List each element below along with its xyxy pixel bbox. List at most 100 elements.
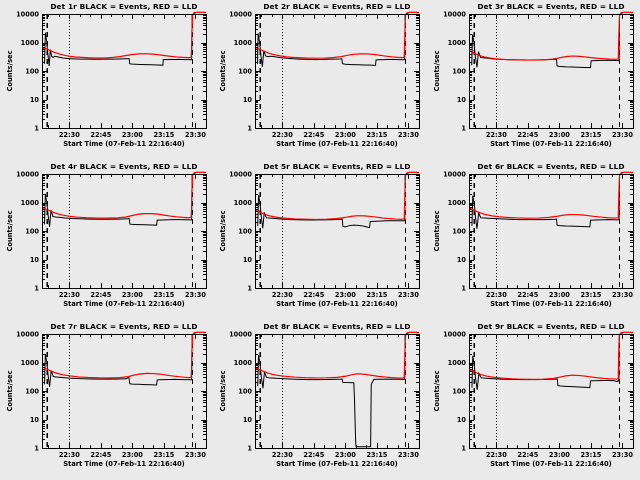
x-tick-label: 22:30 [59, 451, 80, 459]
series-events [471, 333, 623, 390]
panel-plot-area: Det 9r BLACK = Events, RED = LLD 1 10 100 10… [433, 322, 634, 468]
plot-frame [41, 334, 207, 449]
x-tick-label: 23:00 [335, 451, 356, 459]
x-tick-label: 23:00 [122, 451, 143, 459]
plot-frame [255, 174, 421, 289]
detector-panel: Det 7r BLACK = Events, RED = LLD 1 10 100 10… [0, 320, 213, 480]
panel-title: Det 1r BLACK = Events, RED = LLD [50, 2, 197, 11]
x-tick-label: 23:30 [398, 291, 419, 299]
x-tick-label: 22:30 [486, 131, 507, 139]
series-lld [469, 331, 633, 380]
x-axis-ticks [474, 174, 634, 288]
detector-panel: Det 9r BLACK = Events, RED = LLD 1 10 100 10… [427, 320, 640, 480]
panel-plot-area: Det 1r BLACK = Events, RED = LLD 1 10 100 10… [6, 2, 207, 148]
x-axis-ticks [261, 334, 421, 448]
y-tick-label: 10 [30, 256, 40, 264]
y-axis-ticks [468, 334, 633, 449]
x-axis-ticks [474, 14, 634, 128]
y-tick-label: 10000 [229, 330, 252, 338]
plot-frame [468, 14, 634, 129]
x-tick-label: 23:30 [612, 131, 633, 139]
y-tick-label: 100 [239, 227, 253, 235]
plot-frame [41, 14, 207, 129]
y-tick-label: 10000 [229, 170, 252, 178]
x-tick-label: 22:30 [486, 451, 507, 459]
x-axis-label: Start Time (07-Feb-11 22:16:40) [63, 460, 185, 468]
y-tick-label: 100 [452, 227, 466, 235]
x-tick-label: 22:45 [304, 131, 325, 139]
detector-panel: Det 3r BLACK = Events, RED = LLD 1 10 100 10… [427, 0, 640, 160]
y-tick-label: 100 [452, 387, 466, 395]
panel-plot-area: Det 5r BLACK = Events, RED = LLD 1 10 100 10… [219, 162, 421, 308]
x-tick-label: 22:45 [517, 451, 538, 459]
y-tick-label: 1 [461, 284, 466, 292]
y-tick-label: 1000 [447, 359, 466, 367]
y-tick-label: 10 [456, 256, 466, 264]
panel-plot-area: Det 8r BLACK = Events, RED = LLD 1 10 100 10… [219, 322, 421, 468]
y-tick-label: 10000 [443, 170, 466, 178]
panel-title: Det 5r BLACK = Events, RED = LLD [264, 162, 411, 171]
y-axis-label: Counts/sec [6, 50, 14, 91]
y-tick-label: 10000 [443, 10, 466, 18]
x-tick-label: 23:30 [185, 291, 206, 299]
y-axis-ticks [255, 334, 420, 449]
x-tick-label: 23:30 [612, 451, 633, 459]
x-tick-label: 22:30 [59, 131, 80, 139]
y-axis-ticks [468, 14, 633, 129]
x-axis-label: Start Time (07-Feb-11 22:16:40) [490, 460, 612, 468]
panel-plot-area: Det 4r BLACK = Events, RED = LLD 1 10 100 10… [6, 162, 207, 308]
x-tick-label: 23:30 [398, 451, 419, 459]
x-tick-label: 23:15 [580, 131, 601, 139]
y-tick-label: 10000 [16, 330, 39, 338]
x-axis-label: Start Time (07-Feb-11 22:16:40) [277, 140, 399, 148]
y-tick-label: 10 [243, 256, 253, 264]
panel-title: Det 8r BLACK = Events, RED = LLD [264, 322, 411, 331]
detector-panel: Det 5r BLACK = Events, RED = LLD 1 10 100 10… [213, 160, 426, 320]
y-tick-label: 100 [25, 67, 39, 75]
y-tick-label: 1 [34, 124, 39, 132]
y-axis-label: Counts/sec [6, 370, 14, 411]
x-tick-label: 23:00 [549, 291, 570, 299]
x-tick-label: 22:30 [272, 451, 293, 459]
y-tick-label: 10 [456, 96, 466, 104]
plot-frame [255, 14, 421, 129]
series-lld [42, 171, 206, 219]
x-tick-label: 23:15 [153, 451, 174, 459]
series-events [44, 333, 196, 387]
y-tick-label: 10000 [16, 170, 39, 178]
x-tick-label: 22:30 [272, 291, 293, 299]
x-axis-label: Start Time (07-Feb-11 22:16:40) [277, 300, 399, 308]
detector-panel: Det 2r BLACK = Events, RED = LLD 1 10 100 10… [213, 0, 426, 160]
panel-plot-area: Det 7r BLACK = Events, RED = LLD 1 10 100 10… [6, 322, 207, 468]
x-tick-label: 23:15 [367, 451, 388, 459]
series-events [44, 173, 196, 227]
y-tick-label: 1 [34, 284, 39, 292]
x-tick-label: 22:45 [90, 291, 111, 299]
x-tick-label: 23:30 [185, 131, 206, 139]
y-tick-label: 10 [30, 416, 40, 424]
y-tick-label: 1 [248, 284, 253, 292]
panel-plot-area: Det 3r BLACK = Events, RED = LLD 1 10 100 10… [433, 2, 634, 148]
detector-panel: Det 1r BLACK = Events, RED = LLD 1 10 100 10… [0, 0, 213, 160]
x-axis-label: Start Time (07-Feb-11 22:16:40) [490, 300, 612, 308]
y-tick-label: 1000 [447, 39, 466, 47]
y-axis-ticks [255, 174, 420, 289]
y-axis-label: Counts/sec [219, 50, 227, 91]
y-tick-label: 1 [461, 124, 466, 132]
y-tick-label: 1000 [21, 359, 40, 367]
panel-title: Det 2r BLACK = Events, RED = LLD [264, 2, 411, 11]
x-tick-label: 22:30 [59, 291, 80, 299]
y-tick-label: 100 [25, 227, 39, 235]
detector-panel: Det 8r BLACK = Events, RED = LLD 1 10 100 10… [213, 320, 426, 480]
y-tick-label: 1000 [234, 39, 253, 47]
y-tick-label: 1000 [234, 359, 253, 367]
y-tick-label: 100 [239, 67, 253, 75]
series-lld [42, 331, 206, 379]
x-axis-ticks [261, 174, 421, 288]
panel-title: Det 3r BLACK = Events, RED = LLD [477, 2, 624, 11]
x-axis-ticks [47, 334, 207, 448]
x-axis-label: Start Time (07-Feb-11 22:16:40) [277, 460, 399, 468]
x-tick-label: 23:15 [367, 131, 388, 139]
series-events [257, 333, 409, 448]
y-axis-ticks [41, 334, 206, 449]
